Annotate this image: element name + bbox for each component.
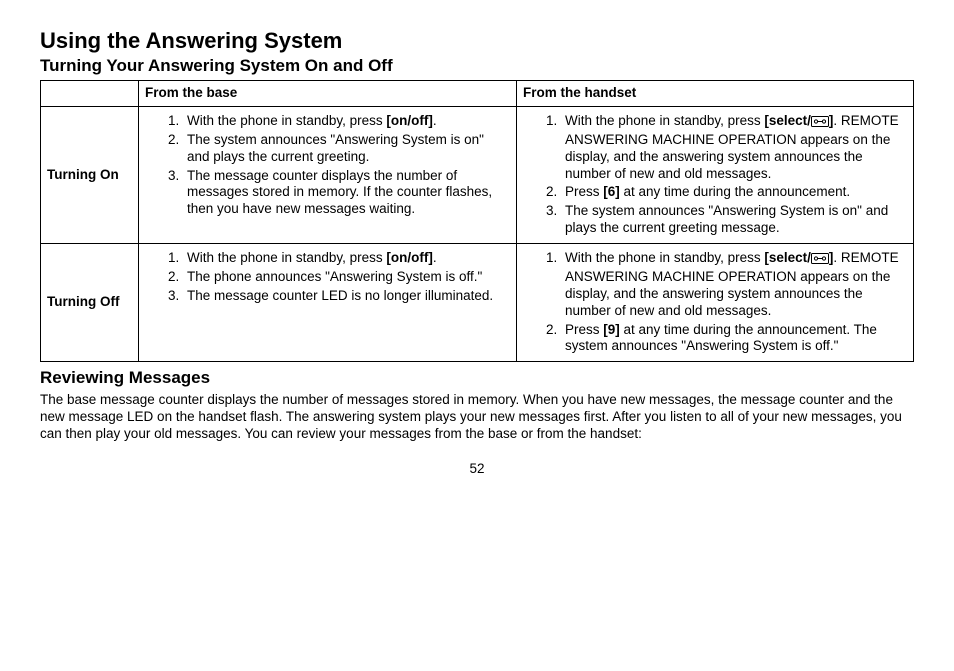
cell-off-handset: With the phone in standby, press [select… (517, 244, 914, 362)
cell-off-base: With the phone in standby, press [on/off… (139, 244, 517, 362)
step-item: With the phone in standby, press [on/off… (183, 250, 510, 267)
steps-list: With the phone in standby, press [on/off… (145, 250, 510, 305)
step-item: With the phone in standby, press [select… (561, 113, 907, 183)
table-header-handset: From the handset (517, 81, 914, 107)
step-item: With the phone in standby, press [on/off… (183, 113, 510, 130)
cassette-icon (811, 115, 829, 132)
cassette-icon (811, 252, 829, 269)
page-title: Using the Answering System (40, 28, 914, 54)
step-item: The system announces "Answering System i… (561, 203, 907, 237)
step-item: With the phone in standby, press [select… (561, 250, 907, 320)
section-title-onoff: Turning Your Answering System On and Off (40, 56, 914, 76)
step-item: The system announces "Answering System i… (183, 132, 510, 166)
steps-list: With the phone in standby, press [select… (523, 250, 907, 355)
step-item: The message counter LED is no longer ill… (183, 288, 510, 305)
table-header-blank (41, 81, 139, 107)
step-item: Press [9] at any time during the announc… (561, 322, 907, 356)
page-container: Using the Answering System Turning Your … (0, 0, 954, 476)
table-row: Turning On With the phone in standby, pr… (41, 106, 914, 243)
table-row: Turning Off With the phone in standby, p… (41, 244, 914, 362)
row-label-on: Turning On (41, 106, 139, 243)
step-item: Press [6] at any time during the announc… (561, 184, 907, 201)
steps-list: With the phone in standby, press [select… (523, 113, 907, 237)
step-item: The phone announces "Answering System is… (183, 269, 510, 286)
cell-on-handset: With the phone in standby, press [select… (517, 106, 914, 243)
onoff-table: From the base From the handset Turning O… (40, 80, 914, 362)
row-label-off: Turning Off (41, 244, 139, 362)
step-item: The message counter displays the number … (183, 168, 510, 219)
table-header-base: From the base (139, 81, 517, 107)
table-header-row: From the base From the handset (41, 81, 914, 107)
cell-on-base: With the phone in standby, press [on/off… (139, 106, 517, 243)
section-title-reviewing: Reviewing Messages (40, 368, 914, 388)
steps-list: With the phone in standby, press [on/off… (145, 113, 510, 218)
page-number: 52 (40, 461, 914, 476)
reviewing-body-text: The base message counter displays the nu… (40, 392, 914, 443)
